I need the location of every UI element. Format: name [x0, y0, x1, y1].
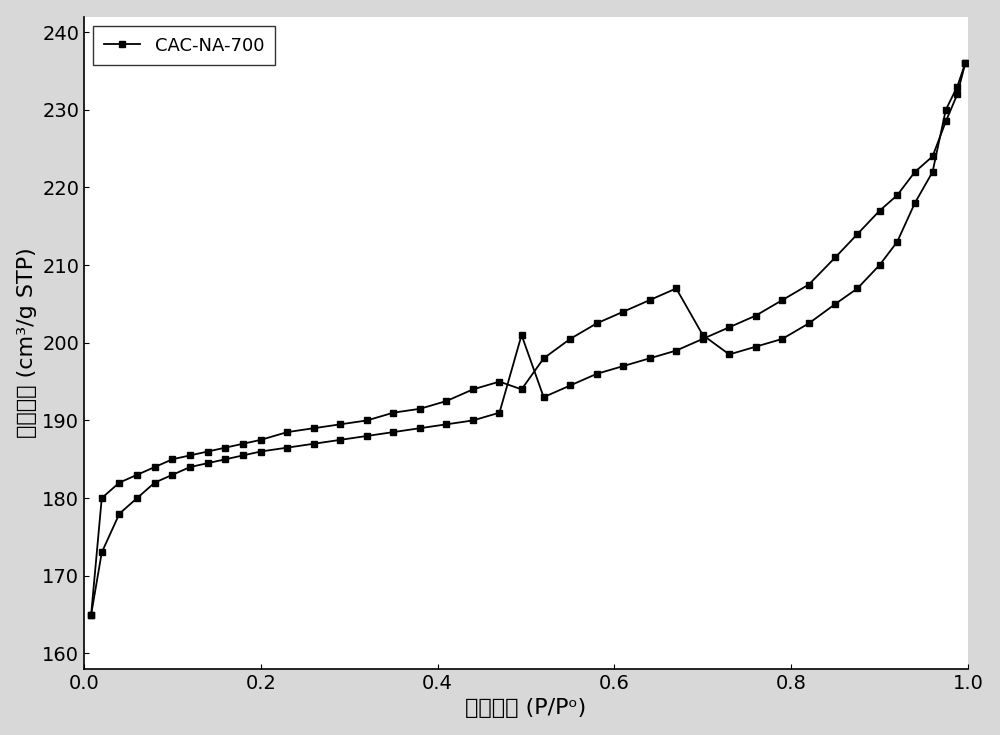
Legend: CAC-NA-700: CAC-NA-700: [93, 26, 275, 65]
CAC-NA-700: [308, 440, 320, 448]
CAC-NA-700: [927, 152, 939, 161]
CAC-NA-700: [538, 392, 550, 401]
CAC-NA-700: [96, 548, 108, 557]
CAC-NA-700: [334, 435, 346, 444]
CAC-NA-700: [591, 370, 603, 379]
CAC-NA-700: [891, 191, 903, 200]
CAC-NA-700: [184, 462, 196, 471]
CAC-NA-700: [803, 280, 815, 289]
CAC-NA-700: [202, 459, 214, 467]
Y-axis label: 吸附数量 (cm³/g STP): 吸附数量 (cm³/g STP): [17, 248, 37, 438]
CAC-NA-700: [149, 478, 161, 487]
CAC-NA-700: [414, 424, 426, 433]
CAC-NA-700: [361, 431, 373, 440]
CAC-NA-700: [237, 451, 249, 460]
CAC-NA-700: [874, 207, 886, 215]
Line: CAC-NA-700: CAC-NA-700: [88, 60, 969, 618]
CAC-NA-700: [85, 610, 97, 619]
CAC-NA-700: [697, 334, 709, 343]
CAC-NA-700: [951, 90, 963, 98]
CAC-NA-700: [644, 354, 656, 363]
CAC-NA-700: [131, 494, 143, 503]
CAC-NA-700: [440, 420, 452, 429]
CAC-NA-700: [776, 295, 788, 304]
CAC-NA-700: [387, 428, 399, 437]
X-axis label: 相对压力 (P/Pᵒ): 相对压力 (P/Pᵒ): [465, 698, 587, 718]
CAC-NA-700: [467, 416, 479, 425]
CAC-NA-700: [516, 331, 528, 340]
CAC-NA-700: [564, 381, 576, 390]
CAC-NA-700: [113, 509, 125, 518]
CAC-NA-700: [750, 311, 762, 320]
CAC-NA-700: [723, 323, 735, 331]
CAC-NA-700: [219, 455, 231, 464]
CAC-NA-700: [166, 470, 178, 479]
CAC-NA-700: [851, 229, 863, 238]
CAC-NA-700: [670, 346, 682, 355]
CAC-NA-700: [617, 362, 629, 370]
CAC-NA-700: [940, 117, 952, 126]
CAC-NA-700: [255, 447, 267, 456]
CAC-NA-700: [829, 253, 841, 262]
CAC-NA-700: [959, 59, 971, 68]
CAC-NA-700: [281, 443, 293, 452]
CAC-NA-700: [909, 168, 921, 176]
CAC-NA-700: [493, 408, 505, 417]
